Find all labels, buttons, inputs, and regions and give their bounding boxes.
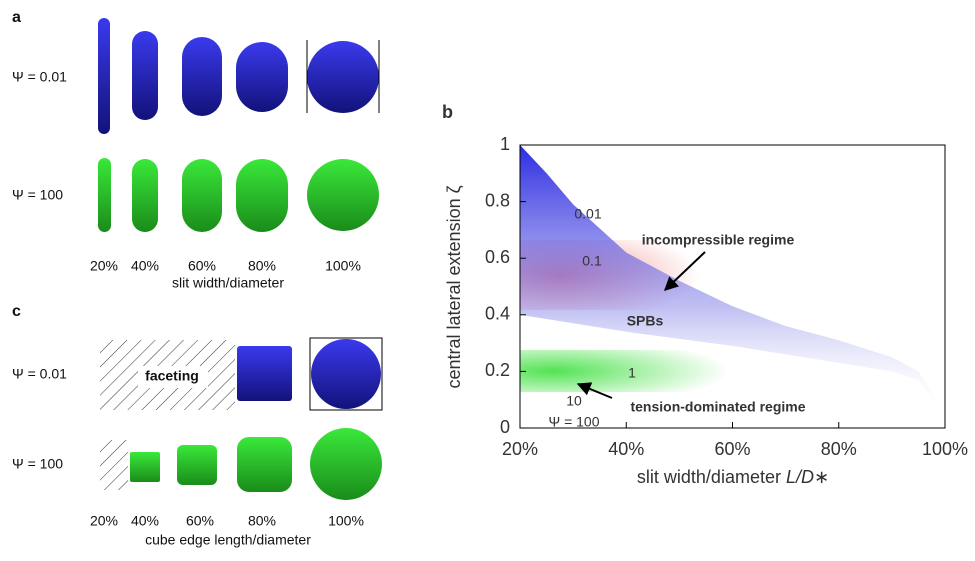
shape: [237, 437, 292, 492]
column-label: 20%: [90, 513, 118, 529]
column-label: 40%: [131, 513, 159, 529]
label-bg: [138, 366, 208, 388]
curve-label: 1: [628, 365, 636, 381]
column-label: 80%: [248, 258, 276, 274]
band: [520, 145, 945, 417]
shape: [307, 159, 379, 231]
y-tick-label: 1: [500, 134, 510, 154]
x-axis-symbol: L/D∗: [786, 467, 829, 487]
shape: [98, 158, 111, 232]
row-label: Ψ = 100: [12, 187, 63, 203]
shape: [237, 346, 292, 401]
annotation: incompressible regime: [642, 232, 795, 248]
shape: [311, 339, 381, 409]
column-label: 80%: [248, 513, 276, 529]
x-axis-label-text: slit width/diameter: [637, 467, 781, 487]
panel-label: a: [12, 9, 21, 26]
column-label: 60%: [186, 513, 214, 529]
arrow: [663, 251, 706, 291]
caption: cube edge length/diameter: [145, 532, 311, 548]
panel-label: c: [12, 303, 21, 320]
curve-label: 0.1: [582, 253, 602, 269]
panel-a: a Ψ = 0.01 Ψ = 100 20% 40% 60% 80% 100% …: [12, 9, 380, 291]
x-tick-label: 100%: [922, 439, 968, 459]
y-tick-label: 0.6: [485, 247, 510, 267]
shape: [236, 159, 288, 232]
band: [520, 350, 740, 392]
x-tick-label: 40%: [608, 439, 644, 459]
column-label: 100%: [328, 513, 364, 529]
shape: [132, 31, 158, 120]
shape: [130, 452, 160, 482]
annotation: SPBs: [627, 313, 664, 329]
box: [309, 337, 383, 411]
x-axis-label: slit width/diameter L/D∗: [637, 467, 829, 487]
shape: [236, 42, 288, 112]
annotation: tension-dominated regime: [630, 399, 805, 415]
shape: [98, 18, 110, 134]
column-label: 60%: [188, 258, 216, 274]
y-tick-label: 0.8: [485, 190, 510, 210]
shape: [132, 159, 158, 232]
shape: [182, 37, 222, 116]
y-tick-label: 0.2: [485, 360, 510, 380]
y-tick-label: 0.4: [485, 304, 510, 324]
bands: [520, 145, 945, 417]
panel-label: b: [442, 102, 453, 122]
annotation: faceting: [145, 368, 199, 384]
y-tick-label: 0: [500, 417, 510, 437]
x-tick-label: 60%: [714, 439, 750, 459]
row-label: Ψ = 0.01: [12, 69, 67, 85]
shape: [177, 445, 217, 485]
caption: slit width/diameter: [172, 275, 284, 291]
column-label: 100%: [325, 258, 361, 274]
curve-label: Ψ = 100: [548, 414, 599, 430]
x-tick-label: 80%: [821, 439, 857, 459]
column-label: 20%: [90, 258, 118, 274]
curve-label: 0.01: [574, 206, 601, 222]
hatch: [100, 440, 128, 490]
row-label: Ψ = 100: [12, 456, 63, 472]
shape: [307, 41, 379, 113]
y-axis-label: central lateral extension ζ: [444, 185, 464, 388]
shape: [182, 159, 222, 232]
column-label: 40%: [131, 258, 159, 274]
arrow: [576, 382, 613, 399]
curve-label: 10: [566, 393, 582, 409]
panel-c: c Ψ = 0.01 Ψ = 100 faceting 20% 40% 60% …: [12, 303, 383, 548]
row-label: Ψ = 0.01: [12, 366, 67, 382]
shape: [310, 428, 382, 500]
x-tick-label: 20%: [502, 439, 538, 459]
panel-b: b slit width/diameter L/D∗ central later…: [442, 102, 968, 487]
